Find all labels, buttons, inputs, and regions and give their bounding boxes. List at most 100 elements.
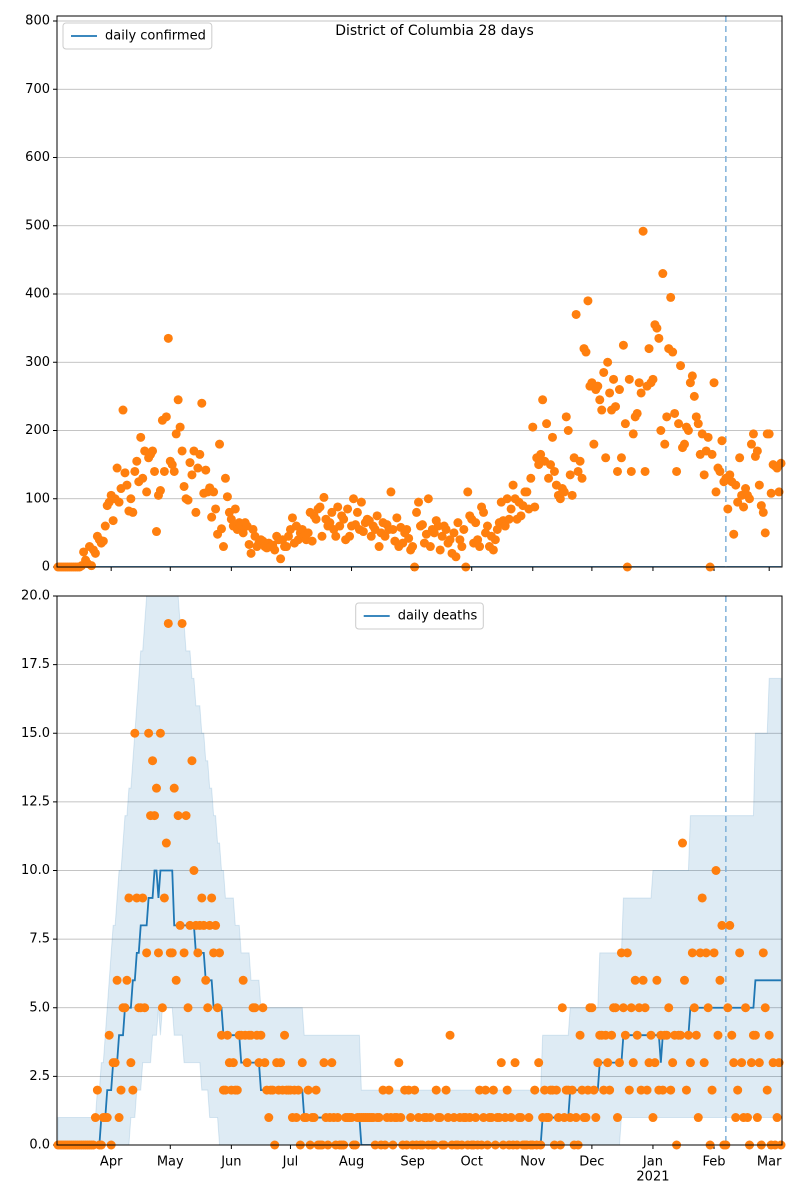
data-point bbox=[423, 494, 433, 504]
data-point bbox=[319, 1058, 329, 1068]
data-point bbox=[169, 466, 179, 476]
data-point bbox=[616, 453, 626, 463]
data-point bbox=[90, 1113, 100, 1123]
data-point bbox=[102, 1113, 112, 1123]
data-point bbox=[581, 347, 591, 357]
y-tick-label: 7.5 bbox=[29, 932, 50, 947]
data-point bbox=[161, 412, 171, 422]
data-point bbox=[733, 1085, 743, 1095]
data-point bbox=[752, 446, 762, 456]
data-point bbox=[293, 1085, 303, 1095]
data-point bbox=[408, 542, 418, 552]
data-point bbox=[504, 514, 514, 524]
y-tick-label: 0 bbox=[42, 560, 50, 575]
data-point bbox=[752, 1113, 762, 1123]
y-tick-label: 5.0 bbox=[29, 1000, 50, 1015]
data-point bbox=[638, 975, 648, 985]
x-tick-label: Dec bbox=[579, 1155, 604, 1170]
data-point bbox=[215, 948, 225, 958]
data-point bbox=[374, 542, 384, 552]
data-point bbox=[524, 1113, 534, 1123]
data-point bbox=[717, 920, 727, 930]
data-point bbox=[707, 1085, 717, 1095]
data-point bbox=[516, 511, 526, 521]
data-point bbox=[98, 536, 108, 546]
data-point bbox=[693, 1113, 703, 1123]
x-tick-label: Oct bbox=[460, 1155, 482, 1170]
data-point bbox=[374, 1113, 384, 1123]
data-point bbox=[203, 1003, 213, 1013]
data-point bbox=[679, 975, 689, 985]
data-point bbox=[624, 1085, 634, 1095]
data-point bbox=[270, 545, 280, 555]
data-point bbox=[222, 492, 232, 502]
data-point bbox=[662, 1030, 672, 1040]
data-point bbox=[611, 1003, 621, 1013]
data-point bbox=[758, 948, 768, 958]
data-point bbox=[345, 531, 355, 541]
data-point bbox=[577, 473, 587, 483]
data-point bbox=[179, 948, 189, 958]
data-point bbox=[632, 1030, 642, 1040]
data-point bbox=[626, 1003, 636, 1013]
data-point bbox=[431, 1085, 441, 1095]
data-point bbox=[624, 374, 634, 384]
data-point bbox=[555, 494, 565, 504]
y-tick-label: 500 bbox=[25, 218, 50, 233]
data-point bbox=[681, 1085, 691, 1095]
data-point bbox=[276, 554, 286, 564]
data-point bbox=[599, 367, 609, 377]
data-point bbox=[729, 529, 739, 539]
data-point bbox=[506, 504, 516, 514]
y-tick-label: 700 bbox=[25, 82, 50, 97]
data-point bbox=[670, 408, 680, 418]
data-point bbox=[735, 453, 745, 463]
data-point bbox=[603, 1058, 613, 1068]
data-point bbox=[748, 429, 758, 439]
data-point bbox=[492, 524, 502, 534]
data-point bbox=[128, 1085, 138, 1095]
data-point bbox=[356, 497, 366, 507]
data-point bbox=[100, 521, 110, 531]
data-point bbox=[185, 458, 195, 468]
data-point bbox=[163, 333, 173, 343]
data-point bbox=[530, 502, 540, 512]
data-point bbox=[116, 1085, 126, 1095]
data-point bbox=[248, 524, 258, 534]
y-tick-label: 400 bbox=[25, 287, 50, 302]
data-point bbox=[220, 473, 230, 483]
data-point bbox=[490, 535, 500, 545]
data-point bbox=[593, 381, 603, 391]
data-point bbox=[699, 1058, 709, 1068]
data-point bbox=[218, 542, 228, 552]
data-point bbox=[685, 1058, 695, 1068]
data-point bbox=[197, 893, 207, 903]
data-point bbox=[473, 535, 483, 545]
data-point bbox=[650, 1058, 660, 1068]
data-point bbox=[526, 473, 536, 483]
data-point bbox=[479, 507, 489, 517]
data-point bbox=[731, 1113, 741, 1123]
data-point bbox=[169, 783, 179, 793]
legend-box bbox=[62, 22, 213, 50]
data-point bbox=[138, 473, 148, 483]
data-point bbox=[372, 511, 382, 521]
data-point bbox=[417, 520, 427, 530]
x-tick-label: Apr bbox=[100, 1155, 123, 1170]
data-point bbox=[303, 528, 313, 538]
data-point bbox=[551, 1085, 561, 1095]
data-point bbox=[475, 542, 485, 552]
data-point bbox=[648, 374, 658, 384]
data-point bbox=[410, 1085, 420, 1095]
data-point bbox=[215, 439, 225, 449]
data-point bbox=[557, 1003, 567, 1013]
data-point bbox=[620, 419, 630, 429]
legend: daily confirmed bbox=[62, 22, 213, 50]
data-point bbox=[703, 1003, 713, 1013]
data-point bbox=[161, 838, 171, 848]
data-point bbox=[136, 432, 146, 442]
data-point bbox=[727, 1030, 737, 1040]
data-point bbox=[640, 1003, 650, 1013]
data-point bbox=[508, 480, 518, 490]
data-point bbox=[130, 728, 140, 738]
